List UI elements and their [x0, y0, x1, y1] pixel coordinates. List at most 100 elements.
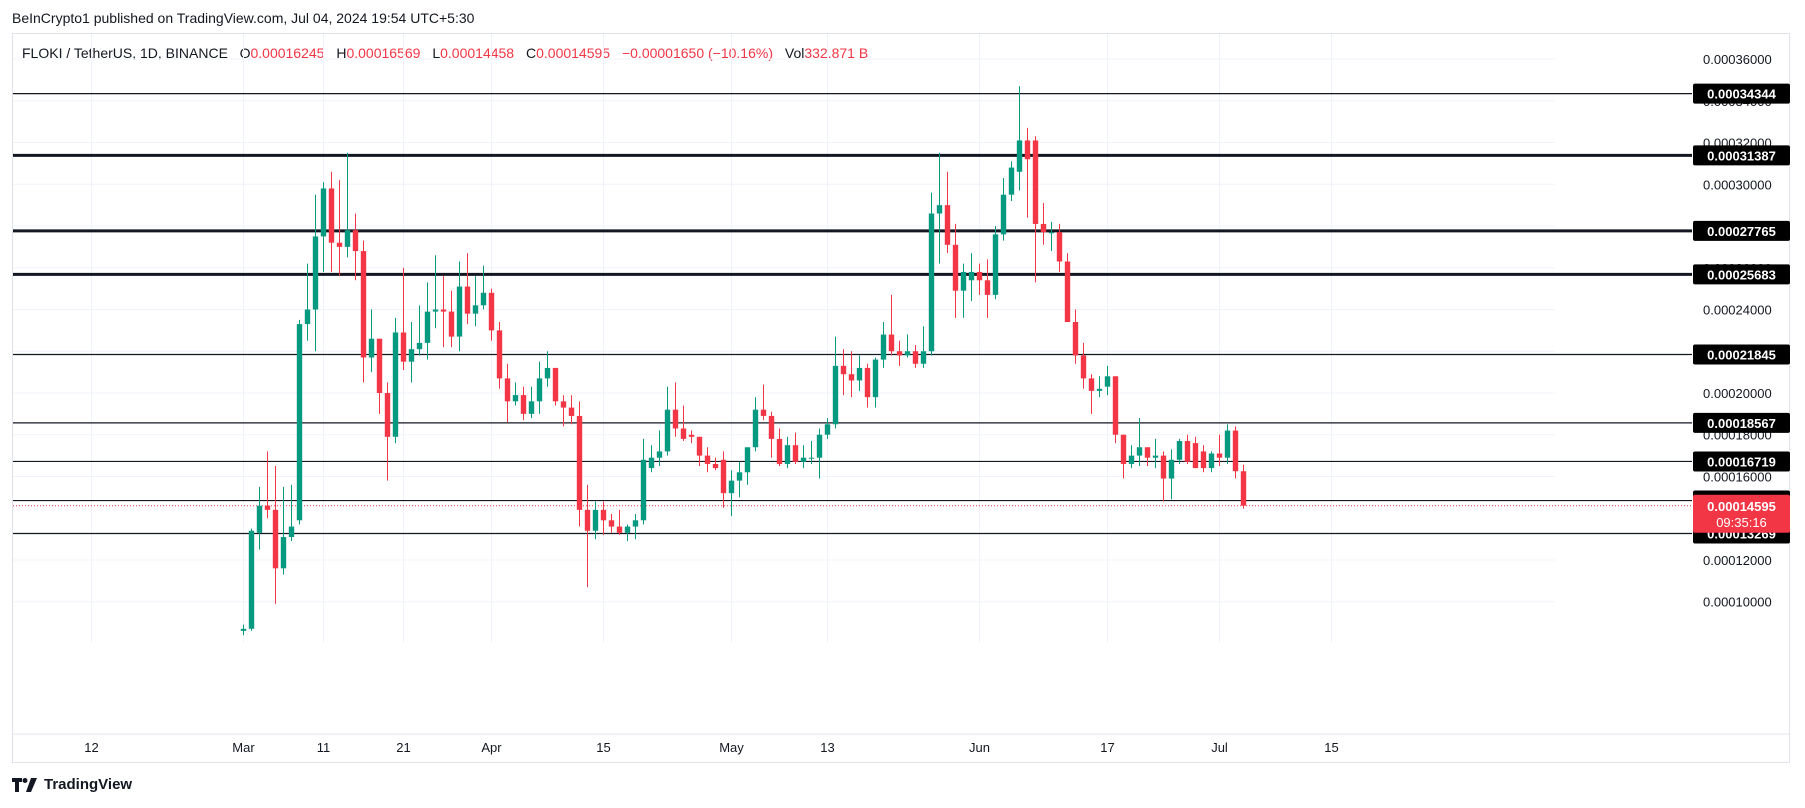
candle-up[interactable]	[1016, 140, 1023, 172]
candle-down[interactable]	[1072, 322, 1079, 356]
candle-up[interactable]	[656, 451, 663, 458]
candle-up[interactable]	[1152, 455, 1159, 458]
candle-up[interactable]	[544, 367, 551, 379]
candle-down[interactable]	[768, 415, 775, 439]
candle-down[interactable]	[448, 311, 455, 337]
candle-down[interactable]	[688, 434, 695, 437]
candle-down[interactable]	[608, 520, 615, 527]
candle-down[interactable]	[1056, 232, 1063, 262]
candle-up[interactable]	[472, 305, 479, 314]
candle-up[interactable]	[664, 409, 671, 452]
candle-down[interactable]	[1192, 443, 1199, 469]
candle-down[interactable]	[848, 374, 855, 381]
candle-up[interactable]	[344, 230, 351, 247]
candle-up[interactable]	[960, 271, 967, 291]
candle-up[interactable]	[592, 509, 599, 531]
candle-up[interactable]	[288, 526, 295, 537]
candle-down[interactable]	[1040, 223, 1047, 233]
candle-up[interactable]	[1136, 447, 1143, 456]
candle-up[interactable]	[408, 349, 415, 362]
candle-down[interactable]	[576, 415, 583, 510]
candle-down[interactable]	[720, 459, 727, 494]
candle-up[interactable]	[320, 188, 327, 237]
candle-down[interactable]	[616, 526, 623, 533]
candle-down[interactable]	[896, 351, 903, 356]
candle-down[interactable]	[984, 280, 991, 295]
candle-up[interactable]	[784, 445, 791, 464]
candle-up[interactable]	[816, 434, 823, 458]
candle-down[interactable]	[464, 286, 471, 314]
candle-up[interactable]	[1104, 376, 1111, 387]
candle-down[interactable]	[1088, 378, 1095, 391]
candle-up[interactable]	[480, 292, 487, 306]
candle-up[interactable]	[240, 628, 247, 631]
candle-down[interactable]	[712, 463, 719, 469]
candle-down[interactable]	[944, 205, 951, 245]
candle-up[interactable]	[648, 457, 655, 469]
candle-down[interactable]	[568, 407, 575, 416]
candle-down[interactable]	[560, 401, 567, 408]
candle-down[interactable]	[760, 409, 767, 416]
candle-down[interactable]	[384, 392, 391, 437]
candle-down[interactable]	[552, 367, 559, 402]
candle-up[interactable]	[296, 324, 303, 521]
candle-up[interactable]	[512, 395, 519, 402]
candle-up[interactable]	[800, 457, 807, 462]
candle-down[interactable]	[440, 309, 447, 312]
candle-up[interactable]	[1224, 430, 1231, 458]
candle-down[interactable]	[520, 395, 527, 414]
candle-up[interactable]	[1208, 453, 1215, 469]
candle-down[interactable]	[488, 292, 495, 331]
candle-down[interactable]	[1184, 440, 1191, 462]
candle-up[interactable]	[744, 447, 751, 473]
candle-up[interactable]	[632, 520, 639, 527]
candle-up[interactable]	[392, 332, 399, 437]
candle-down[interactable]	[584, 509, 591, 531]
candle-up[interactable]	[1168, 459, 1175, 479]
candle-up[interactable]	[904, 351, 911, 356]
candle-down[interactable]	[952, 244, 959, 291]
candle-up[interactable]	[368, 338, 375, 358]
candle-down[interactable]	[976, 271, 983, 281]
candle-up[interactable]	[936, 205, 943, 214]
candle-down[interactable]	[680, 428, 687, 439]
candle-down[interactable]	[376, 338, 383, 393]
candle-down[interactable]	[776, 438, 783, 464]
candle-up[interactable]	[824, 424, 831, 435]
candle-down[interactable]	[504, 378, 511, 402]
candle-up[interactable]	[736, 472, 743, 481]
candle-down[interactable]	[328, 188, 335, 243]
candle-down[interactable]	[496, 330, 503, 379]
candle-up[interactable]	[536, 378, 543, 402]
candle-down[interactable]	[352, 230, 359, 252]
candle-down[interactable]	[792, 445, 799, 462]
candle-up[interactable]	[728, 480, 735, 494]
candle-up[interactable]	[1048, 232, 1055, 234]
candle-up[interactable]	[856, 367, 863, 381]
candle-up[interactable]	[872, 359, 879, 398]
candle-up[interactable]	[248, 530, 255, 629]
candle-down[interactable]	[1112, 376, 1119, 435]
candle-down[interactable]	[1216, 453, 1223, 458]
candle-down[interactable]	[272, 509, 279, 569]
candle-down[interactable]	[1240, 471, 1247, 506]
candle-up[interactable]	[808, 457, 815, 459]
candle-down[interactable]	[840, 365, 847, 375]
candle-up[interactable]	[528, 401, 535, 414]
candle-up[interactable]	[624, 526, 631, 533]
candle-up[interactable]	[752, 409, 759, 448]
candle-up[interactable]	[424, 311, 431, 343]
candle-down[interactable]	[1064, 261, 1071, 323]
candle-up[interactable]	[1176, 440, 1183, 460]
candle-down[interactable]	[1080, 355, 1087, 379]
candle-down[interactable]	[1232, 430, 1239, 472]
candle-down[interactable]	[360, 251, 367, 358]
candle-down[interactable]	[400, 332, 407, 362]
candle-down[interactable]	[912, 351, 919, 364]
candle-up[interactable]	[1128, 455, 1135, 464]
candle-down[interactable]	[264, 505, 271, 510]
candle-down[interactable]	[600, 509, 607, 521]
candle-down[interactable]	[1024, 140, 1031, 160]
candle-down[interactable]	[1160, 455, 1167, 479]
